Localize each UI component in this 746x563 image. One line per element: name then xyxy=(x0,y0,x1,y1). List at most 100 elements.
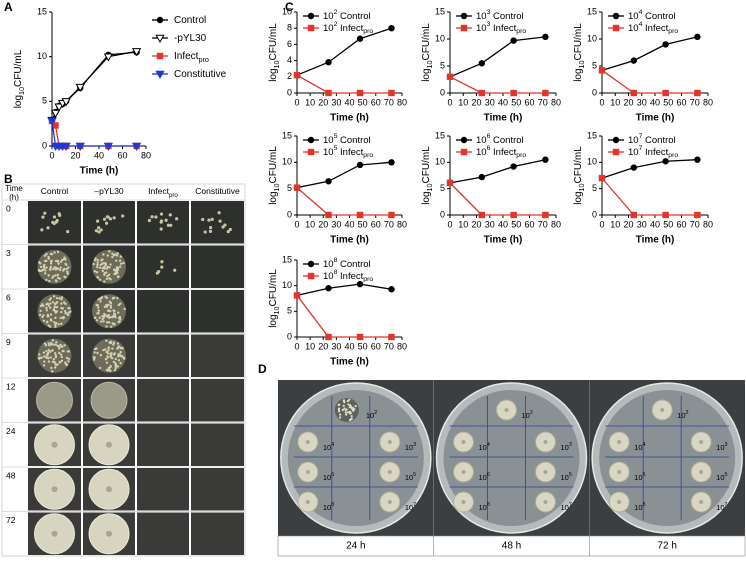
x-tick-label: 70 xyxy=(538,219,548,229)
text-run: 10 xyxy=(634,473,642,482)
point xyxy=(510,89,517,97)
text-run: Infect xyxy=(337,23,363,34)
colony xyxy=(60,302,63,305)
colony xyxy=(93,270,97,273)
text-run: 10 xyxy=(628,147,639,158)
colony xyxy=(150,215,154,219)
text-run: log xyxy=(13,95,24,108)
colony xyxy=(38,261,41,264)
series-line xyxy=(296,27,392,76)
plate-label: 103 xyxy=(405,442,416,452)
colony xyxy=(64,310,67,313)
x-tick-label: 70 xyxy=(384,219,394,229)
spot-center xyxy=(504,408,509,412)
colony xyxy=(43,342,47,345)
colony xyxy=(345,408,348,411)
x-tick-label: 50 xyxy=(358,97,368,107)
colony xyxy=(96,312,99,315)
colony xyxy=(49,313,53,316)
colony xyxy=(169,223,173,227)
legend-label: 105 Control xyxy=(323,133,371,145)
x-axis-label: Time (h) xyxy=(330,235,369,246)
lawn-center xyxy=(106,441,112,448)
x-tick-label: 30 xyxy=(331,341,341,351)
colony xyxy=(116,271,119,275)
y-axis-label: log10CFU/mL xyxy=(268,23,282,82)
text-run: 10 xyxy=(476,135,487,146)
colony xyxy=(43,211,47,215)
table-header: Constitutive xyxy=(195,186,240,196)
point xyxy=(542,89,549,97)
legend-marker xyxy=(460,12,468,20)
legend-label: 103 Control xyxy=(476,9,524,21)
colony xyxy=(97,226,101,230)
subscript: 10 xyxy=(272,183,281,191)
colony xyxy=(105,368,109,372)
colony xyxy=(121,346,124,350)
x-tick-label: 20 xyxy=(318,219,328,229)
x-tick-label: 50 xyxy=(358,341,368,351)
colony xyxy=(38,353,41,356)
x-axis-label: Time (h) xyxy=(636,235,675,246)
colony xyxy=(49,267,52,270)
point xyxy=(356,89,364,97)
colony xyxy=(49,356,52,359)
colony xyxy=(55,296,59,300)
subscript: pro xyxy=(169,192,178,199)
colony xyxy=(109,263,112,266)
series-line xyxy=(51,120,137,147)
text-run: Control xyxy=(642,11,675,22)
colony xyxy=(96,258,100,262)
x-tick-label: 60 xyxy=(676,219,686,229)
colony xyxy=(64,262,67,266)
x-tick-label: 40 xyxy=(344,341,354,351)
colony xyxy=(104,262,108,266)
colony xyxy=(60,310,63,314)
colony xyxy=(122,261,125,265)
superscript: 3 xyxy=(413,442,416,448)
legend-marker xyxy=(307,24,315,32)
lawn xyxy=(36,381,73,419)
colony xyxy=(42,364,46,367)
colony xyxy=(208,229,213,233)
series-line xyxy=(296,295,392,338)
point xyxy=(478,89,485,97)
colony xyxy=(119,362,122,365)
colony xyxy=(351,406,354,410)
superscript: 5 xyxy=(334,145,338,152)
colony xyxy=(112,314,116,318)
photo xyxy=(137,423,189,466)
lawn-center xyxy=(51,486,58,493)
colony xyxy=(109,316,112,319)
colony xyxy=(96,276,100,279)
colony xyxy=(98,278,102,281)
superscript: 6 xyxy=(331,472,334,478)
plate-label: 102 xyxy=(522,410,533,420)
colony xyxy=(42,351,45,354)
colony xyxy=(164,218,168,222)
colony xyxy=(105,339,108,342)
colony xyxy=(114,366,117,370)
colony xyxy=(67,357,70,361)
colony xyxy=(58,277,61,280)
y-tick-label: 10 xyxy=(282,157,292,167)
colony xyxy=(99,300,102,303)
colony xyxy=(106,215,110,219)
panel-label: A xyxy=(4,0,13,14)
superscript: 6 xyxy=(487,145,491,152)
colony xyxy=(102,265,106,269)
spot-center xyxy=(461,470,466,474)
legend-marker xyxy=(156,52,164,60)
plate-label: 106 xyxy=(323,472,334,482)
text-run: Control xyxy=(337,135,370,146)
legend-label: 104 Control xyxy=(628,9,676,21)
colony xyxy=(117,320,120,324)
colony xyxy=(60,298,63,301)
y-tick-label: 0 xyxy=(592,87,597,97)
colony xyxy=(45,350,48,353)
point xyxy=(325,178,332,185)
colony xyxy=(337,403,340,406)
text-run: 10 xyxy=(476,23,487,34)
text-run: 10 xyxy=(476,147,487,158)
